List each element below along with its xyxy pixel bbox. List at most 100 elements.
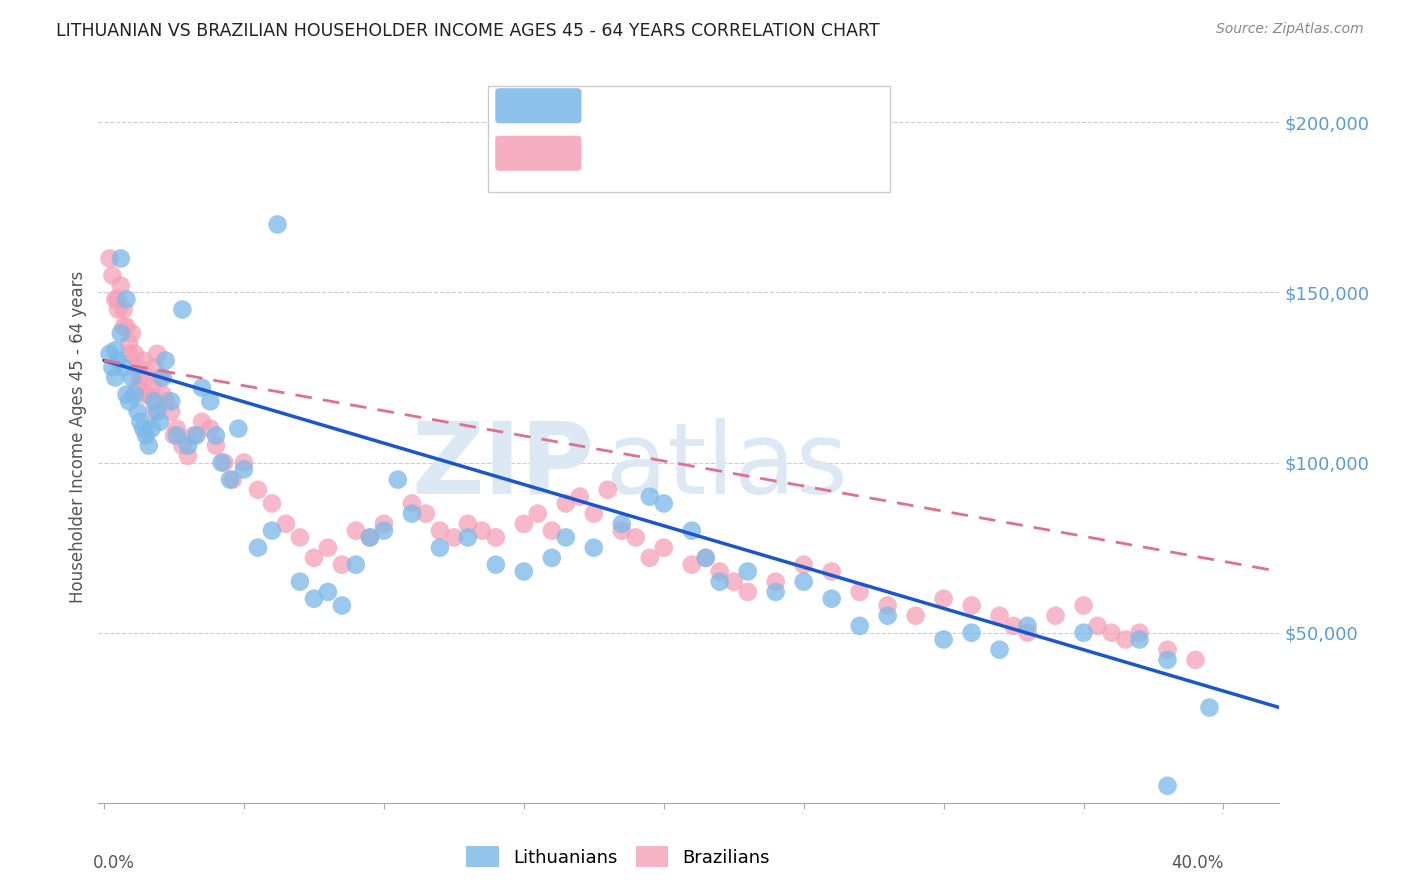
Point (457, 516, 479, 531)
Point (112, 302, 135, 317)
Point (821, 565, 844, 579)
Point (457, 531, 479, 545)
Point (110, 326, 132, 341)
FancyBboxPatch shape (495, 136, 582, 171)
Point (330, 558, 353, 572)
Point (121, 326, 143, 341)
Point (1073, 599, 1095, 613)
Point (373, 524, 395, 538)
Point (166, 428, 188, 442)
Point (582, 541, 605, 555)
Point (115, 319, 138, 334)
Point (260, 524, 283, 538)
Point (1002, 619, 1025, 633)
Point (177, 449, 200, 463)
Point (177, 439, 200, 453)
Point (143, 360, 166, 375)
Point (118, 336, 141, 351)
Point (149, 370, 172, 384)
Point (101, 268, 124, 283)
Point (121, 370, 143, 384)
Text: N = 91: N = 91 (748, 143, 806, 161)
Point (988, 642, 1011, 657)
Point (316, 585, 339, 599)
Point (932, 591, 955, 606)
Point (138, 439, 160, 453)
Point (904, 608, 927, 623)
Point (1101, 625, 1123, 640)
Point (101, 360, 124, 375)
Point (1156, 779, 1178, 793)
Point (129, 415, 152, 429)
Point (112, 360, 135, 375)
Point (540, 524, 562, 538)
Legend: Lithuanians, Brazilians: Lithuanians, Brazilians (458, 839, 778, 874)
Point (302, 591, 325, 606)
Point (848, 585, 870, 599)
Point (1156, 653, 1178, 667)
Point (373, 516, 395, 531)
Point (205, 428, 228, 442)
Point (112, 319, 135, 334)
Point (554, 531, 576, 545)
Point (211, 456, 233, 470)
Point (186, 428, 208, 442)
Point (359, 531, 381, 545)
Point (1198, 700, 1220, 714)
Point (149, 415, 172, 429)
Point (848, 619, 870, 633)
Point (960, 599, 983, 613)
Point (246, 483, 269, 497)
Point (228, 421, 250, 435)
Point (118, 394, 141, 409)
Point (1017, 625, 1039, 640)
Point (1128, 625, 1150, 640)
Point (138, 387, 160, 401)
Point (302, 550, 325, 565)
Point (135, 428, 157, 442)
Point (624, 531, 647, 545)
Point (1087, 619, 1109, 633)
Point (1045, 608, 1067, 623)
Point (107, 353, 129, 368)
Point (652, 496, 675, 510)
Point (1115, 632, 1137, 647)
Point (1156, 642, 1178, 657)
Point (160, 404, 183, 418)
Y-axis label: Householder Income Ages 45 - 64 years: Householder Income Ages 45 - 64 years (69, 271, 87, 603)
Point (401, 507, 423, 521)
Point (429, 524, 451, 538)
Point (568, 490, 591, 504)
Point (330, 599, 353, 613)
Point (554, 496, 576, 510)
Point (205, 439, 228, 453)
Point (155, 353, 177, 368)
Point (260, 496, 283, 510)
Point (191, 415, 214, 429)
Point (219, 473, 242, 487)
Point (104, 293, 127, 307)
FancyBboxPatch shape (488, 86, 890, 192)
Point (200, 421, 222, 435)
Point (163, 428, 186, 442)
Point (115, 387, 138, 401)
Point (200, 394, 222, 409)
Point (132, 421, 155, 435)
Point (246, 541, 269, 555)
Point (1128, 632, 1150, 647)
Point (98, 347, 121, 361)
Point (146, 347, 169, 361)
Point (141, 381, 163, 395)
Point (110, 278, 132, 293)
Point (160, 394, 183, 409)
Point (681, 558, 703, 572)
Point (316, 541, 339, 555)
Point (1184, 653, 1206, 667)
Text: atlas: atlas (606, 417, 848, 515)
Point (172, 302, 194, 317)
Point (135, 387, 157, 401)
Point (107, 293, 129, 307)
Point (98, 252, 121, 266)
Text: N = 76: N = 76 (748, 95, 806, 113)
Point (513, 516, 536, 531)
